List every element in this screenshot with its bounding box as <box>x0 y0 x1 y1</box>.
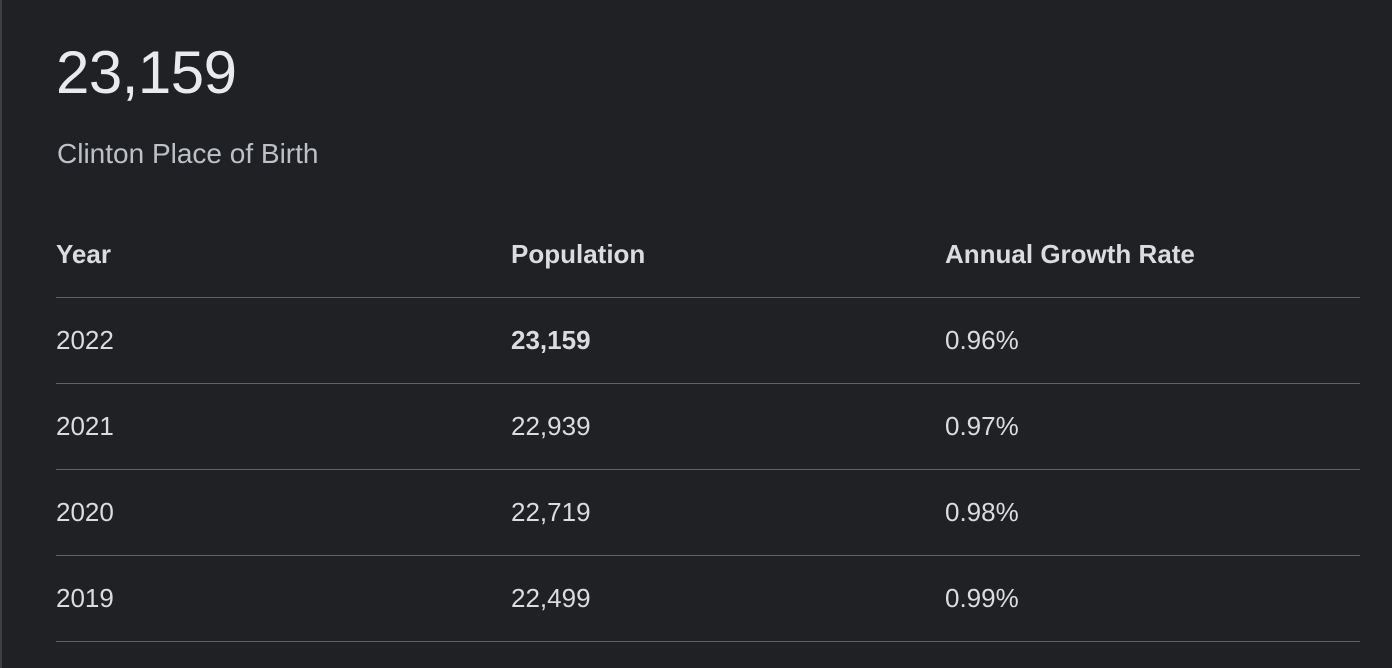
table-row: 2021 22,939 0.97% <box>56 383 1360 470</box>
cell-growth-rate: 0.96% <box>945 297 1360 384</box>
cell-population: 23,159 <box>511 297 945 384</box>
place-label: Clinton Place of Birth <box>57 138 319 169</box>
cell-population: 22,939 <box>511 383 945 470</box>
cell-population: 22,719 <box>511 469 945 556</box>
cell-year: 2022 <box>56 297 511 384</box>
cell-growth-rate: 0.97% <box>945 383 1360 470</box>
header-growth-rate: Annual Growth Rate <box>945 212 1360 298</box>
table-header-row: Year Population Annual Growth Rate <box>56 212 1360 298</box>
cell-year: 2020 <box>56 469 511 556</box>
cell-year: 2021 <box>56 383 511 470</box>
cell-growth-rate: 0.99% <box>945 555 1360 642</box>
cell-growth-rate: 0.98% <box>945 469 1360 556</box>
population-value: 23,159 <box>56 39 237 106</box>
left-border <box>0 0 2 668</box>
cell-population: 22,499 <box>511 555 945 642</box>
table-row: 2019 22,499 0.99% <box>56 555 1360 642</box>
cell-year: 2019 <box>56 555 511 642</box>
table-row: 2022 23,159 0.96% <box>56 297 1360 384</box>
header-population: Population <box>511 212 945 298</box>
table-row: 2020 22,719 0.98% <box>56 469 1360 556</box>
header-year: Year <box>56 212 511 298</box>
population-table: Year Population Annual Growth Rate 2022 … <box>56 212 1360 642</box>
